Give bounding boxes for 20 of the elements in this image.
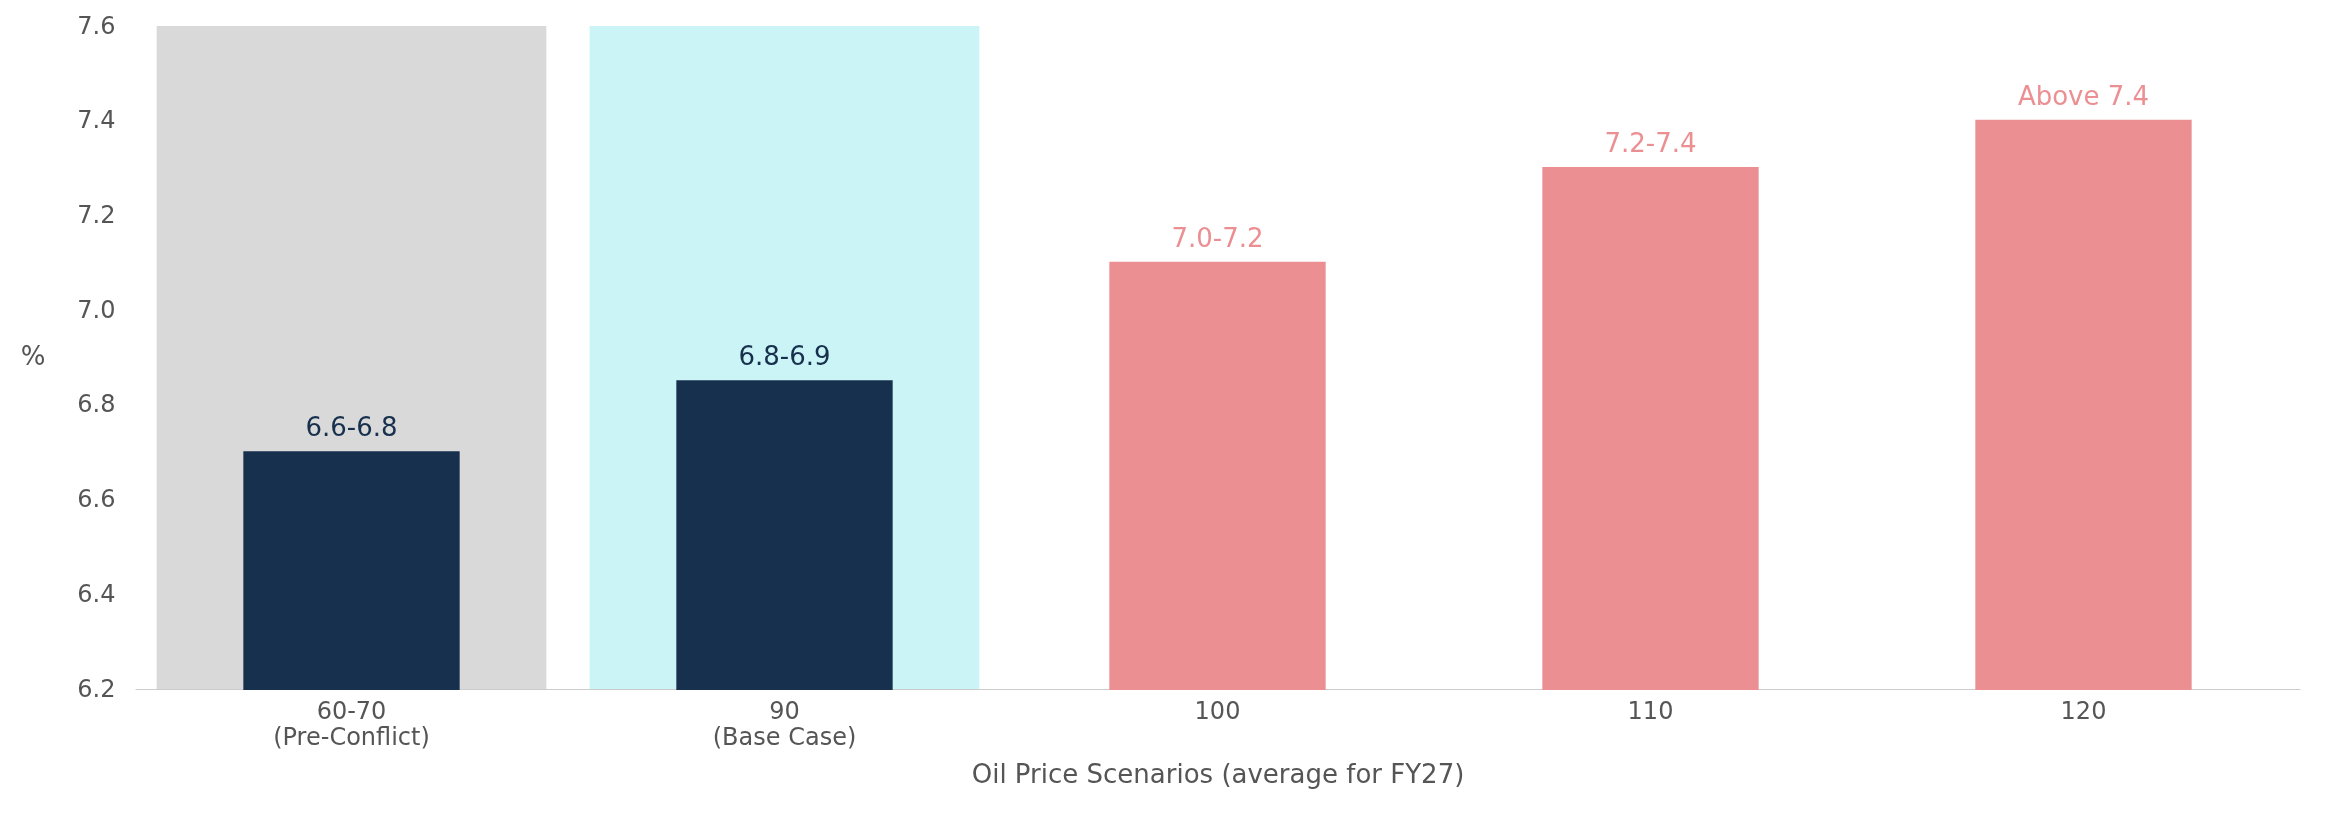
data-label: 7.0-7.2 [1171, 222, 1264, 253]
x-tick-label: 120 [2060, 696, 2107, 725]
x-axis-title: Oil Price Scenarios (average for FY27) [971, 758, 1465, 789]
y-tick-label: 7.4 [77, 106, 116, 135]
data-label: 7.2-7.4 [1604, 128, 1697, 159]
y-tick-label: 6.8 [77, 390, 116, 419]
y-tick-label: 7.6 [77, 11, 116, 40]
data-label: 6.8-6.9 [738, 341, 831, 372]
y-tick-label: 6.6 [77, 485, 116, 514]
y-tick-label: 7.0 [77, 295, 116, 324]
y-tick-label: 6.2 [77, 674, 116, 703]
data-label: Above 7.4 [2017, 80, 2150, 111]
y-tick-label: 7.2 [77, 200, 116, 229]
x-tick-label: 100 [1194, 696, 1241, 725]
x-tick-label: 60-70 (Pre-Conflict) [273, 696, 430, 751]
y-axis-title: % [20, 340, 46, 371]
data-label: 6.6-6.8 [305, 412, 398, 443]
x-tick-label: 90 (Base Case) [712, 696, 857, 751]
y-tick-label: 6.4 [77, 579, 116, 608]
x-tick-label: 110 [1627, 696, 1674, 725]
